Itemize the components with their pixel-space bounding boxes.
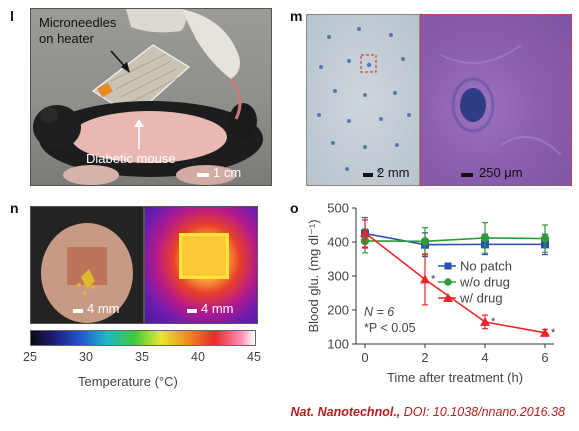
y-tick-label: 200 — [327, 303, 349, 318]
mouse-photo: Microneedles on heater Diabetic mouse 1 … — [30, 8, 272, 186]
x-tick-label: 6 — [541, 350, 548, 365]
diabetic-mouse-label: Diabetic mouse — [86, 151, 176, 166]
citation-journal: Nat. Nanotechnol., — [290, 405, 401, 419]
panel-letter-m: m — [290, 8, 303, 24]
thermal-ir-image: 4 mm — [144, 206, 258, 324]
x-axis-label: Time after treatment (h) — [387, 370, 523, 385]
scale-label-2mm: 2 mm — [377, 165, 410, 180]
scale-bar-4mm-right — [187, 309, 197, 313]
colorbar-tick-label: 25 — [23, 350, 37, 364]
microneedles-label-line2: on heater — [39, 31, 94, 46]
heater-hotspot — [179, 233, 229, 279]
y-tick-label: 400 — [327, 235, 349, 250]
data-point-triangle — [480, 316, 490, 326]
data-point-triangle — [540, 327, 550, 337]
skin-stain-photo: 2 mm — [306, 14, 420, 186]
scale-label-250um: 250 μm — [479, 165, 523, 180]
citation: Nat. Nanotechnol., DOI: 10.1038/nnano.20… — [291, 405, 565, 419]
skin-stain-zoom-photo: 250 μm — [420, 14, 572, 186]
legend-label: w/o drug — [459, 275, 510, 290]
significance-star: * — [551, 327, 556, 339]
legend-label: w/ drug — [459, 291, 503, 306]
data-point-circle — [480, 233, 490, 243]
scale-bar-2mm — [363, 173, 373, 177]
legend-marker — [443, 293, 453, 302]
colorbar-tick-label: 35 — [135, 350, 149, 364]
data-point-triangle — [420, 274, 430, 284]
legend-marker — [444, 278, 452, 286]
scale-bar-1cm — [197, 173, 209, 177]
colorbar-tick-label: 40 — [191, 350, 205, 364]
scale-label-1cm: 1 cm — [213, 165, 242, 180]
series-line-wodrug — [364, 237, 546, 243]
y-axis-label: Blood glu. (mg dl⁻¹) — [306, 219, 321, 332]
thermal-photo-mouse: 4 mm — [30, 206, 144, 324]
scale-label-4mm-left: 4 mm — [87, 301, 120, 316]
x-tick-label: 0 — [361, 350, 368, 365]
panel-letter-o: o — [290, 200, 299, 216]
series-line-wdrug — [364, 232, 546, 334]
scale-label-4mm-right: 4 mm — [201, 301, 234, 316]
legend-label: No patch — [460, 259, 512, 274]
panel-letter-n: n — [10, 200, 19, 216]
annotation-arrows — [110, 50, 144, 149]
y-tick-label: 100 — [327, 337, 349, 352]
y-tick-label: 300 — [327, 269, 349, 284]
scale-bar-4mm-left — [73, 309, 83, 313]
stain-dots — [317, 27, 411, 173]
temperature-colorbar — [30, 330, 256, 346]
data-point-triangle — [360, 227, 370, 237]
citation-doi: DOI: 10.1038/nnano.2016.38 — [403, 405, 565, 419]
data-point-circle — [540, 234, 550, 243]
x-tick-label: 4 — [481, 350, 488, 365]
microneedles-label-line1: Microneedles — [39, 15, 117, 30]
data-point-circle — [420, 237, 430, 246]
significance-star: * — [491, 316, 496, 328]
annotation-p: *P < 0.05 — [364, 321, 416, 335]
mouse-back — [41, 223, 133, 323]
stain-cell — [440, 44, 562, 156]
annotation-n: N = 6 — [364, 305, 394, 319]
colorbar-label: Temperature (°C) — [78, 374, 178, 389]
y-tick-label: 500 — [327, 201, 349, 216]
colorbar-tick-label: 45 — [247, 350, 261, 364]
colorbar-tick-label: 30 — [79, 350, 93, 364]
significance-star: * — [431, 273, 436, 285]
panel-letter-l: l — [10, 8, 14, 24]
scale-bar-250um — [461, 173, 473, 177]
blood-glucose-chart: 100 200 300 400 500 0 2 4 6 Time after treatment … — [306, 201, 556, 386]
series-line-nopatch — [364, 232, 545, 246]
legend-marker — [444, 262, 452, 270]
x-tick-label: 2 — [421, 350, 428, 365]
mouse-illustration — [33, 9, 263, 185]
